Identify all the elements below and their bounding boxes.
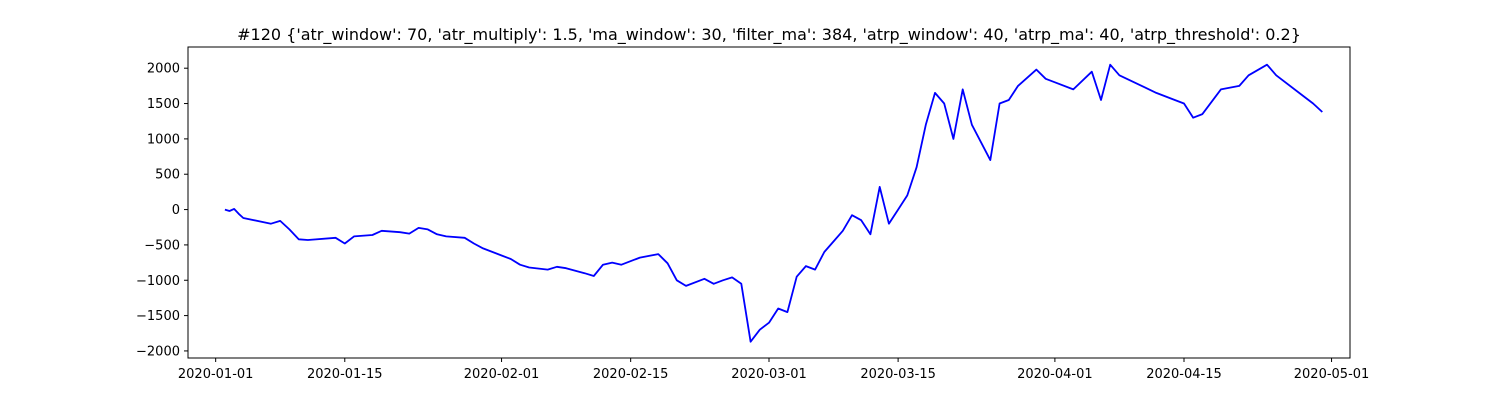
- x-tick-label: 2020-01-15: [307, 367, 383, 382]
- y-tick-label: 1000: [147, 132, 180, 147]
- x-tick-label: 2020-04-15: [1146, 367, 1222, 382]
- x-tick-label: 2020-02-01: [464, 367, 540, 382]
- y-tick-label: 0: [172, 203, 180, 218]
- y-tick-label: 500: [155, 168, 180, 183]
- x-tick-label: 2020-05-01: [1294, 367, 1370, 382]
- plot-area: [224, 63, 1323, 343]
- x-tick-label: 2020-03-01: [731, 367, 807, 382]
- x-tick-label: 2020-01-01: [178, 367, 254, 382]
- y-tick-label: −1500: [136, 309, 180, 324]
- series-line-0: [224, 63, 1323, 343]
- chart-title: #120 {'atr_window': 70, 'atr_multiply': …: [237, 25, 1301, 45]
- y-tick-label: 2000: [147, 62, 180, 77]
- y-tick-label: −2000: [136, 344, 180, 359]
- x-axis: 2020-01-01 2020-01-15 2020-02-01 2020-02-15…: [178, 358, 1369, 382]
- y-axis: 2000 1500 1000 500 0 −500 −1000 −1500 −2000: [136, 62, 188, 359]
- x-tick-label: 2020-04-01: [1017, 367, 1093, 382]
- y-tick-label: −1000: [136, 274, 180, 289]
- y-tick-label: −500: [144, 238, 180, 253]
- x-tick-label: 2020-03-15: [860, 367, 936, 382]
- x-tick-label: 2020-02-15: [593, 367, 669, 382]
- y-tick-label: 1500: [147, 97, 180, 112]
- axes-frame: [187, 46, 1351, 359]
